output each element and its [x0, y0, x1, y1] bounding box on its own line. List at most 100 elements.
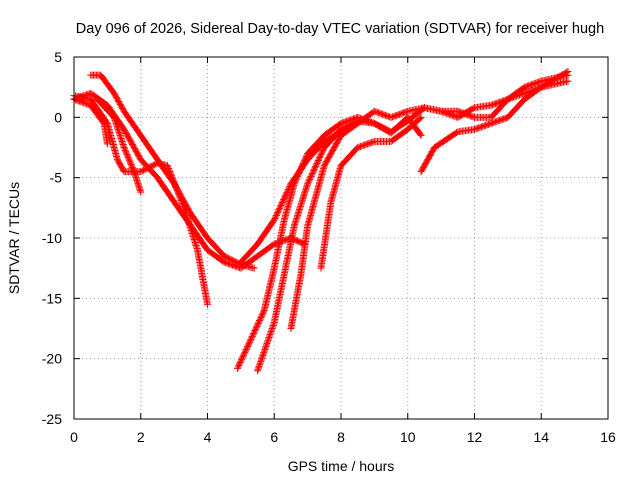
data-point	[280, 194, 288, 202]
data-point	[270, 320, 278, 328]
data-point	[279, 197, 287, 205]
data-point	[127, 159, 135, 167]
data-point	[250, 330, 258, 338]
data-point	[165, 165, 173, 173]
data-point	[112, 119, 120, 127]
data-point	[166, 167, 174, 175]
data-point	[304, 180, 312, 188]
data-point	[248, 334, 256, 342]
data-point	[417, 113, 425, 121]
data-point	[176, 192, 184, 200]
data-point	[273, 210, 281, 218]
data-point	[103, 140, 111, 148]
data-point	[165, 166, 173, 174]
data-point	[115, 127, 123, 135]
data-point	[126, 158, 134, 166]
data-point	[504, 95, 512, 103]
data-point	[169, 175, 177, 183]
data-point	[119, 139, 127, 147]
data-point	[266, 331, 274, 339]
data-point	[240, 350, 248, 358]
data-point	[272, 212, 280, 220]
data-point	[315, 155, 323, 163]
data-point	[267, 328, 275, 336]
data-point	[514, 92, 522, 100]
data-point	[117, 133, 125, 141]
data-point	[248, 332, 256, 340]
data-point	[254, 319, 262, 327]
x-tick-label: 2	[137, 429, 145, 445]
data-point	[260, 347, 268, 355]
data-point	[113, 121, 121, 129]
series-trace-6	[234, 71, 572, 372]
y-tick-label: -25	[42, 411, 62, 427]
data-point	[253, 322, 261, 330]
data-point	[305, 177, 313, 185]
data-point	[284, 187, 292, 195]
data-point	[269, 321, 277, 329]
data-point	[111, 116, 119, 124]
data-point	[310, 165, 318, 173]
data-point	[246, 337, 254, 345]
data-point	[564, 77, 572, 85]
data-point	[118, 136, 126, 144]
data-point	[114, 125, 122, 133]
data-point	[280, 196, 288, 204]
data-point	[250, 264, 258, 272]
data-point	[276, 204, 284, 212]
data-point	[125, 156, 133, 164]
data-point	[112, 118, 120, 126]
data-point	[177, 195, 185, 203]
grid-lines	[74, 57, 608, 419]
data-point	[204, 300, 211, 308]
data-point	[521, 89, 529, 97]
data-point	[402, 108, 410, 116]
data-point	[176, 194, 184, 202]
data-point	[116, 131, 124, 139]
y-tick-label: -10	[42, 230, 62, 246]
x-tick-label: 14	[533, 429, 549, 445]
data-point	[167, 172, 175, 180]
y-tick-label: -20	[42, 351, 62, 367]
data-point	[314, 158, 322, 166]
data-point	[166, 169, 174, 177]
data-point	[259, 309, 267, 317]
data-point	[267, 329, 275, 337]
data-point	[260, 308, 268, 316]
data-point	[116, 130, 124, 138]
data-point	[261, 344, 269, 352]
data-point	[120, 142, 128, 150]
data-point	[125, 155, 133, 163]
data-point	[256, 361, 264, 369]
data-point	[123, 151, 131, 159]
data-point	[261, 346, 269, 354]
data-point	[128, 163, 136, 171]
data-point	[318, 148, 326, 156]
data-point	[163, 162, 171, 170]
data-point	[242, 345, 250, 353]
data-point	[269, 323, 277, 331]
data-point	[337, 128, 345, 136]
y-tick-label: 0	[54, 109, 62, 125]
data-point	[469, 113, 477, 121]
data-point	[174, 189, 182, 197]
data-point	[167, 170, 175, 178]
y-tick-label: -5	[50, 170, 63, 186]
data-point	[511, 93, 519, 101]
data-point	[242, 347, 250, 355]
data-point	[240, 351, 248, 359]
data-point	[236, 360, 244, 368]
data-point	[241, 348, 249, 356]
data-point	[271, 214, 279, 222]
data-point	[122, 148, 130, 156]
data-point	[508, 94, 516, 102]
data-point	[281, 193, 289, 201]
data-point	[254, 367, 262, 375]
data-point	[520, 89, 528, 97]
data-point	[237, 357, 245, 365]
data-point	[536, 78, 544, 86]
series-trace-7	[254, 113, 425, 375]
data-point	[114, 124, 122, 132]
data-point	[563, 68, 571, 76]
data-point	[239, 353, 247, 361]
